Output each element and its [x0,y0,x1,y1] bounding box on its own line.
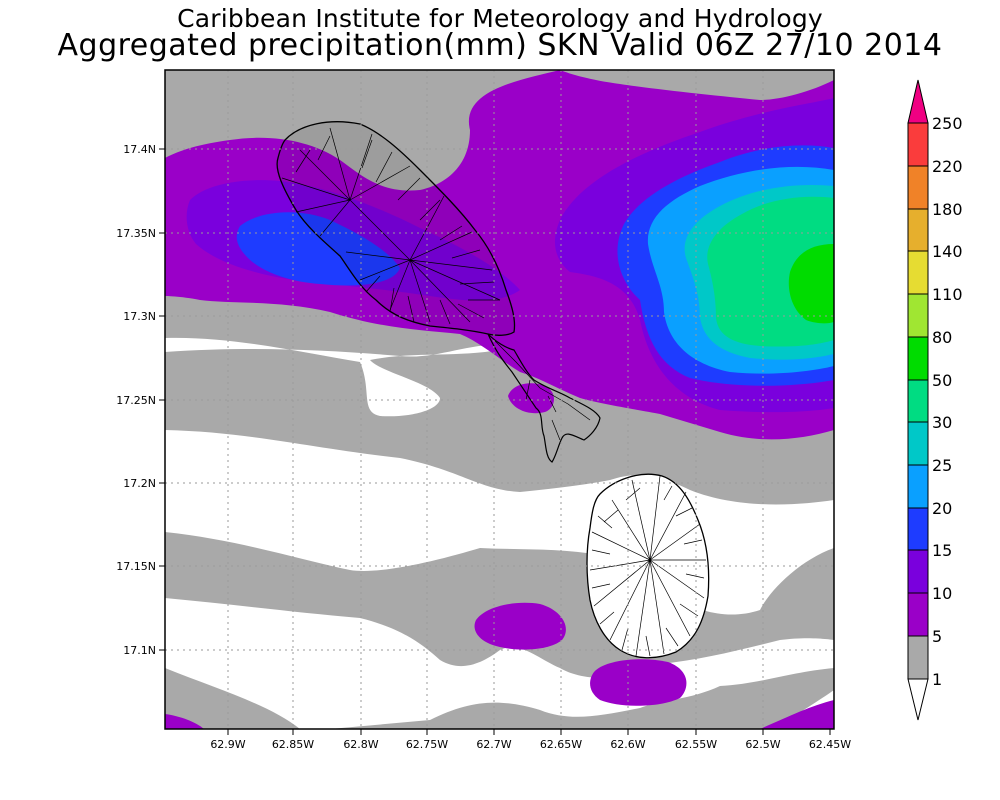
colorbar-segment [907,592,929,637]
x-tick-label: 62.9W [210,738,245,751]
y-tick-label: 17.3N [123,310,156,323]
x-tick-label: 62.45W [809,738,851,751]
colorbar-label: 10 [932,584,952,603]
y-tick-label: 17.1N [123,644,156,657]
colorbar-label: 180 [932,200,963,219]
precip-band-50-80 [788,244,834,324]
x-tick-label: 62.8W [343,738,378,751]
colorbar-segment [907,421,929,466]
colorbar-segment [907,79,929,124]
colorbar-label: 30 [932,413,952,432]
y-axis-labels: 17.4N 17.35N 17.3N 17.25N 17.2N 17.15N 1… [116,143,156,657]
colorbar-label: 250 [932,114,963,133]
x-tick-label: 62.75W [406,738,448,751]
x-tick-label: 62.85W [272,738,314,751]
colorbar-segment [907,507,929,551]
precip-band-5-10 [474,602,566,650]
precip-band-5-10 [760,700,834,729]
colorbar-label: 15 [932,541,952,560]
colorbar-segment [907,122,929,167]
y-tick-label: 17.35N [116,227,156,240]
colorbar-segment [907,293,929,338]
x-tick-label: 62.65W [540,738,582,751]
x-tick-label: 62.5W [745,738,780,751]
colorbar-label: 220 [932,157,963,176]
axis-ticks [159,148,831,735]
precip-band-1-5 [165,70,560,191]
colorbar-label: 25 [932,456,952,475]
graticule [165,70,834,729]
island-nevis [586,473,710,659]
colorbar-segment [907,635,929,680]
colorbar-segment [907,678,929,721]
colorbar-segment [907,379,929,423]
x-tick-label: 62.55W [675,738,717,751]
precip-band-15-20 [236,212,400,286]
x-tick-label: 62.7W [476,738,511,751]
colorbar-segment [907,208,929,252]
colorbar-segment [907,336,929,381]
title-line-1: Caribbean Institute for Meteorology and … [177,4,823,33]
colorbar-label: 5 [932,627,942,646]
colorbar-label: 50 [932,371,952,390]
colorbar-label: 80 [932,328,952,347]
colorbar-label: 20 [932,499,952,518]
precip-band-5-10 [590,659,687,706]
colorbar-segment [907,464,929,509]
y-tick-label: 17.4N [123,143,156,156]
precip-field [165,70,834,729]
x-tick-label: 62.6W [610,738,645,751]
precip-band-5-10 [165,714,204,729]
colorbar-segment [907,250,929,295]
precip-band-5-10 [508,383,555,414]
colorbar-segment [907,549,929,594]
title-line-2: Aggregated precipitation(mm) SKN Valid 0… [57,28,943,63]
colorbar: 1 5 10 15 20 25 30 50 80 110 140 180 220… [907,79,963,721]
colorbar-label: 1 [932,670,942,689]
colorbar-segment [907,165,929,210]
precip-band-below-1 [165,337,520,417]
y-tick-label: 17.25N [116,394,156,407]
x-axis-labels: 62.9W 62.85W 62.8W 62.75W 62.7W 62.65W 6… [210,738,851,751]
colorbar-label: 110 [932,285,963,304]
y-tick-label: 17.15N [116,560,156,573]
colorbar-label: 140 [932,242,963,261]
y-tick-label: 17.2N [123,477,156,490]
